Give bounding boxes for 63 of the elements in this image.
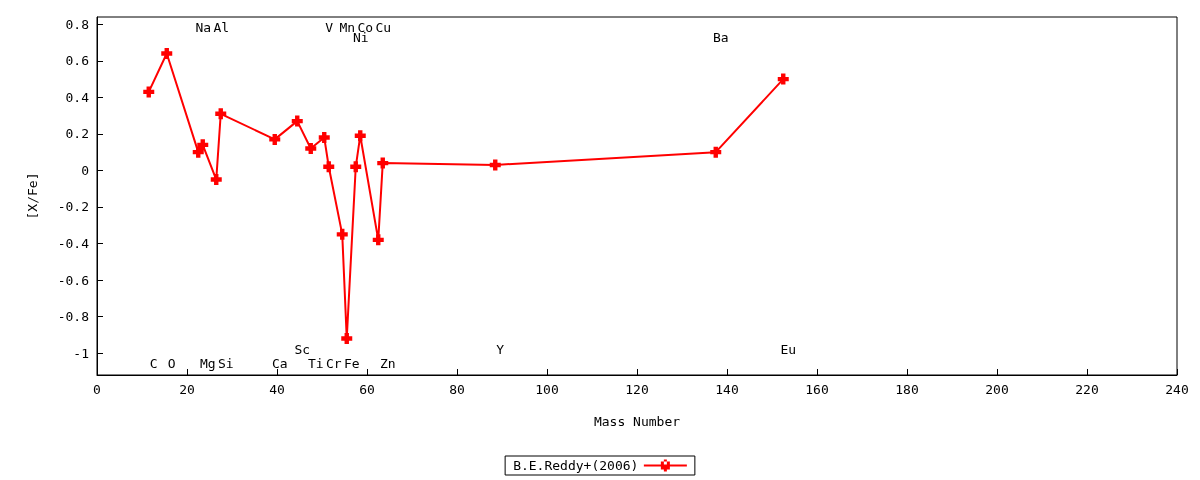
x-tick-label: 120 bbox=[625, 382, 649, 397]
annotation: Si bbox=[217, 355, 234, 371]
annotation: Y bbox=[496, 341, 505, 357]
y-tick-label: -1 bbox=[73, 345, 89, 361]
point bbox=[143, 86, 155, 98]
x-axis-title: Mass Number bbox=[593, 414, 681, 429]
x-tick-label: 220 bbox=[1075, 382, 1099, 397]
y-tick-label: 0.4 bbox=[65, 89, 90, 105]
y-tick-label: 0 bbox=[81, 162, 89, 178]
legend-label: B.E.Reddy+(2006) bbox=[513, 458, 639, 473]
annotation: Cr bbox=[325, 355, 342, 371]
y-tick-label: 0.6 bbox=[65, 53, 89, 69]
y-tick-label: 0.2 bbox=[65, 126, 89, 142]
annotation: Ba bbox=[712, 29, 729, 45]
point bbox=[305, 143, 317, 155]
point bbox=[777, 73, 789, 85]
x-tick-label: 20 bbox=[179, 382, 195, 397]
annotation: Al bbox=[213, 19, 230, 35]
x-tick-label: 100 bbox=[535, 382, 559, 397]
y-tick-label: 0.8 bbox=[65, 16, 89, 32]
annotation: Cu bbox=[375, 19, 392, 35]
point bbox=[350, 161, 362, 173]
point bbox=[215, 108, 227, 120]
y-tick-label: -0.2 bbox=[57, 199, 89, 215]
x-tick-label: 0 bbox=[93, 382, 101, 397]
annotation: Eu bbox=[780, 341, 797, 357]
x-tick-label: 200 bbox=[985, 382, 1009, 397]
point bbox=[210, 174, 222, 186]
annotation: Mg bbox=[199, 355, 216, 371]
point bbox=[489, 159, 501, 171]
point bbox=[323, 161, 335, 173]
annotation: Ca bbox=[271, 355, 288, 371]
y-axis-title: [X/Fe] bbox=[25, 172, 40, 220]
y-tick-label: -0.6 bbox=[57, 272, 89, 288]
point bbox=[354, 130, 366, 142]
point bbox=[372, 234, 384, 246]
annotation: Zn bbox=[379, 355, 396, 371]
x-tick-label: 160 bbox=[805, 382, 829, 397]
y-tick-label: -0.4 bbox=[57, 235, 90, 251]
x-tick-label: 140 bbox=[715, 382, 739, 397]
annotation: Fe bbox=[343, 355, 360, 371]
annotation: Ti bbox=[307, 355, 324, 371]
point bbox=[291, 115, 303, 127]
x-tick-label: 180 bbox=[895, 382, 919, 397]
annotation: Sc bbox=[294, 341, 311, 357]
annotation: V bbox=[325, 19, 334, 35]
y-tick-label: -0.8 bbox=[57, 309, 89, 325]
point bbox=[269, 133, 281, 145]
point bbox=[377, 157, 389, 169]
annotation: O bbox=[167, 355, 176, 371]
point bbox=[161, 48, 173, 60]
point bbox=[336, 228, 348, 240]
point bbox=[710, 146, 722, 158]
annotation: Na bbox=[195, 19, 212, 35]
point bbox=[197, 139, 209, 151]
x-tick-label: 60 bbox=[359, 382, 375, 397]
point bbox=[192, 146, 204, 158]
point bbox=[341, 332, 353, 344]
annotation: C bbox=[149, 355, 158, 371]
x-tick-label: 80 bbox=[449, 382, 465, 397]
point bbox=[318, 132, 330, 144]
x-tick-label: 40 bbox=[269, 382, 285, 397]
x-tick-label: 240 bbox=[1165, 382, 1189, 397]
